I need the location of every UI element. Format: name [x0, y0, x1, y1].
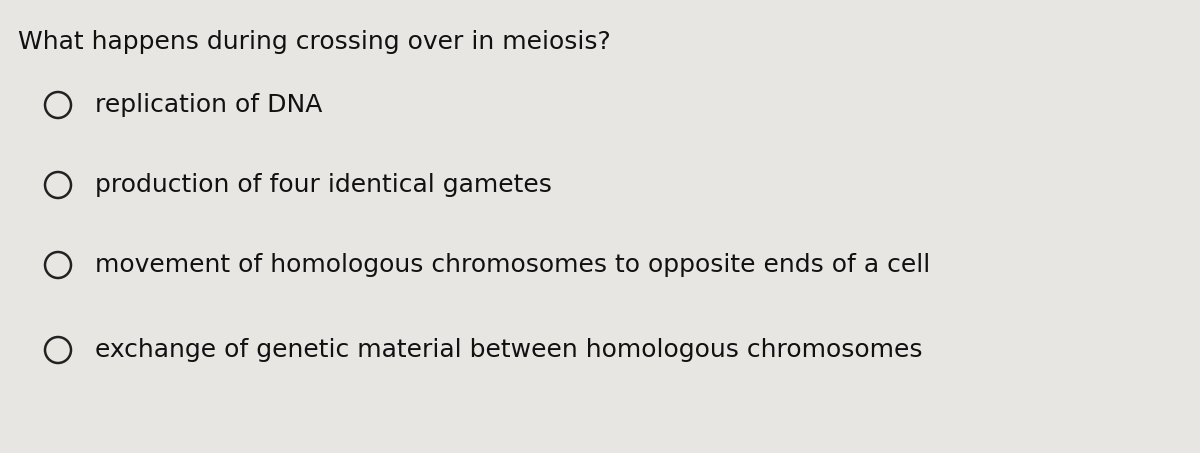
Circle shape [46, 92, 71, 118]
Text: replication of DNA: replication of DNA [95, 93, 323, 117]
Circle shape [46, 337, 71, 363]
Circle shape [46, 172, 71, 198]
Text: What happens during crossing over in meiosis?: What happens during crossing over in mei… [18, 30, 611, 54]
Text: movement of homologous chromosomes to opposite ends of a cell: movement of homologous chromosomes to op… [95, 253, 930, 277]
Circle shape [46, 252, 71, 278]
Text: production of four identical gametes: production of four identical gametes [95, 173, 552, 197]
Text: exchange of genetic material between homologous chromosomes: exchange of genetic material between hom… [95, 338, 923, 362]
